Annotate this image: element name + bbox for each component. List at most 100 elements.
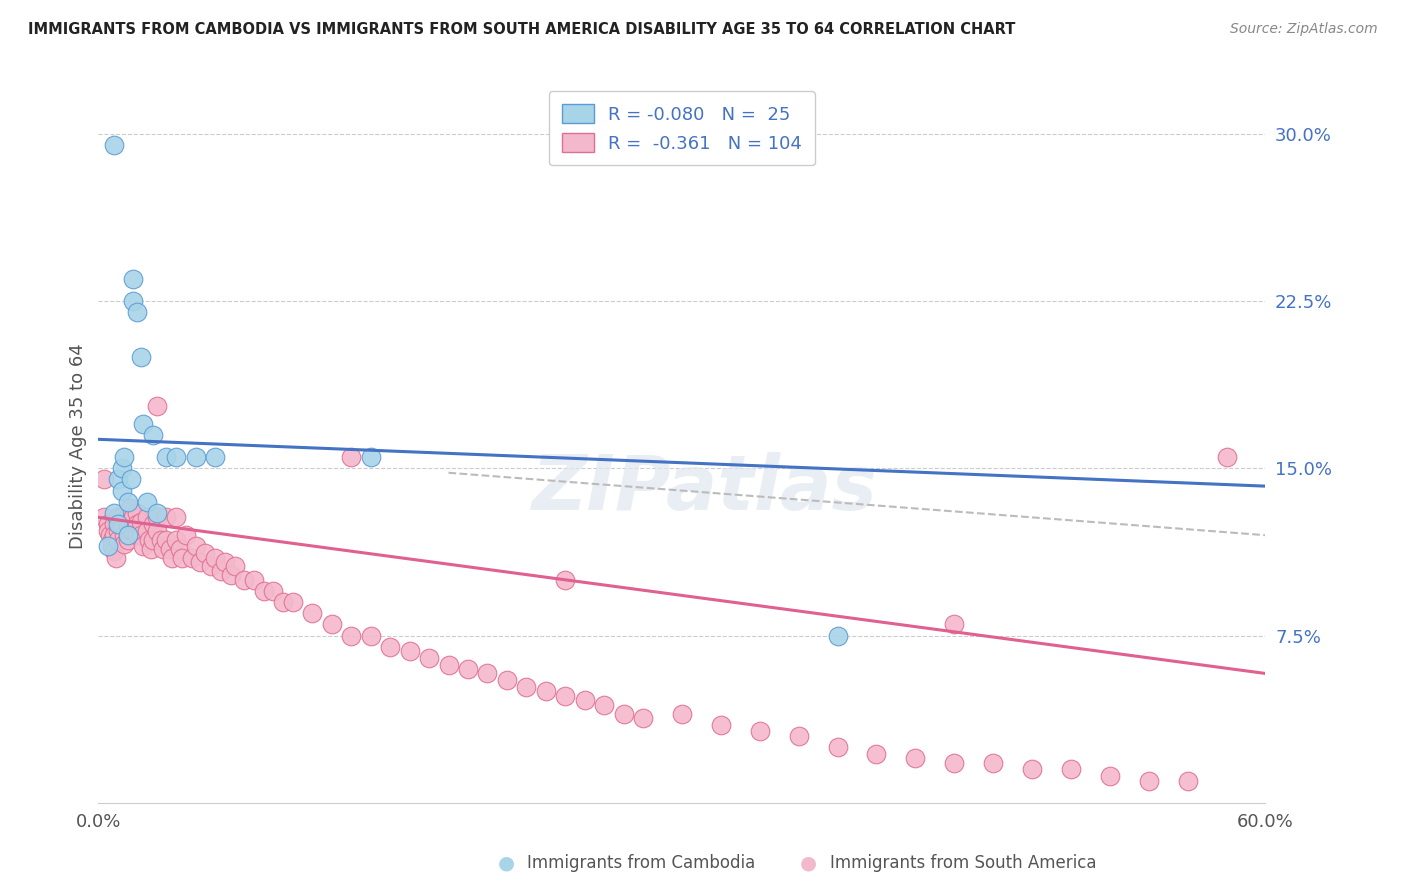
Point [180, 550, 202, 565]
Point [111, 483, 134, 498]
Point [204, 450, 226, 465]
Point [495, 673, 517, 687]
Point [174, 528, 197, 542]
Point [243, 573, 266, 587]
Point [214, 555, 236, 569]
Point [321, 617, 343, 632]
Point [112, 537, 135, 551]
Point [155, 533, 177, 547]
Point [111, 461, 134, 475]
Point [142, 427, 165, 442]
Point [98, 528, 121, 542]
Point [340, 450, 363, 465]
Point [146, 524, 169, 538]
Text: ZIPatlas: ZIPatlas [533, 452, 879, 525]
Point [129, 515, 152, 529]
Legend: R = -0.080   N =  25, R =  -0.361   N = 104: R = -0.080 N = 25, R = -0.361 N = 104 [548, 91, 815, 165]
Point [104, 550, 127, 565]
Point [127, 517, 149, 532]
Point [613, 706, 636, 721]
Point [162, 550, 184, 565]
Point [827, 628, 849, 642]
Point [117, 528, 139, 542]
Point [132, 417, 155, 431]
Point [117, 519, 139, 533]
Point [593, 698, 616, 712]
Point [574, 693, 596, 707]
Point [122, 271, 145, 285]
Point [184, 450, 207, 465]
Point [200, 559, 222, 574]
Point [111, 519, 134, 533]
Point [127, 528, 149, 542]
Point [281, 595, 304, 609]
Point [981, 756, 1004, 770]
Point [437, 657, 460, 672]
Point [457, 662, 479, 676]
Point [111, 510, 134, 524]
Point [101, 533, 124, 547]
Point [204, 550, 226, 565]
Point [97, 517, 120, 532]
Point [146, 399, 169, 413]
Text: IMMIGRANTS FROM CAMBODIA VS IMMIGRANTS FROM SOUTH AMERICA DISABILITY AGE 35 TO 6: IMMIGRANTS FROM CAMBODIA VS IMMIGRANTS F… [28, 22, 1015, 37]
Point [129, 350, 152, 364]
Point [165, 533, 187, 547]
Point [271, 595, 294, 609]
Point [631, 711, 654, 725]
Point [943, 617, 966, 632]
Point [515, 680, 537, 694]
Point [340, 628, 363, 642]
Point [138, 533, 160, 547]
Point [103, 528, 125, 542]
Point [142, 517, 165, 532]
Point [129, 528, 152, 542]
Point [554, 689, 576, 703]
Point [93, 510, 115, 524]
Point [136, 510, 159, 524]
Point [554, 573, 576, 587]
Point [159, 541, 181, 556]
Point [121, 524, 143, 538]
Point [710, 717, 733, 731]
Point [121, 473, 143, 487]
Point [122, 510, 145, 524]
Point [103, 506, 125, 520]
Point [165, 510, 187, 524]
Point [1137, 773, 1160, 788]
Point [117, 494, 139, 508]
Point [103, 543, 125, 558]
Point [97, 524, 120, 538]
Point [142, 533, 165, 547]
Point [943, 756, 966, 770]
Point [865, 747, 887, 761]
Point [107, 524, 129, 538]
Point [1060, 762, 1083, 776]
Text: ●: ● [498, 854, 515, 873]
Point [1177, 773, 1199, 788]
Point [127, 506, 149, 520]
Point [103, 138, 125, 153]
Point [155, 450, 177, 465]
Point [398, 644, 420, 658]
Point [118, 515, 141, 529]
Text: Source: ZipAtlas.com: Source: ZipAtlas.com [1230, 22, 1378, 37]
Point [136, 524, 159, 538]
Point [1021, 762, 1043, 776]
Point [209, 564, 232, 578]
Point [117, 510, 139, 524]
Text: Immigrants from Cambodia: Immigrants from Cambodia [527, 855, 755, 872]
Point [112, 528, 135, 542]
Text: ●: ● [800, 854, 817, 873]
Point [101, 539, 124, 553]
Point [418, 651, 440, 665]
Point [118, 501, 141, 516]
Point [188, 555, 211, 569]
Point [146, 506, 169, 520]
Point [477, 666, 499, 681]
Point [122, 524, 145, 538]
Y-axis label: Disability Age 35 to 64: Disability Age 35 to 64 [69, 343, 87, 549]
Point [534, 684, 557, 698]
Point [262, 583, 284, 598]
Point [117, 533, 139, 547]
